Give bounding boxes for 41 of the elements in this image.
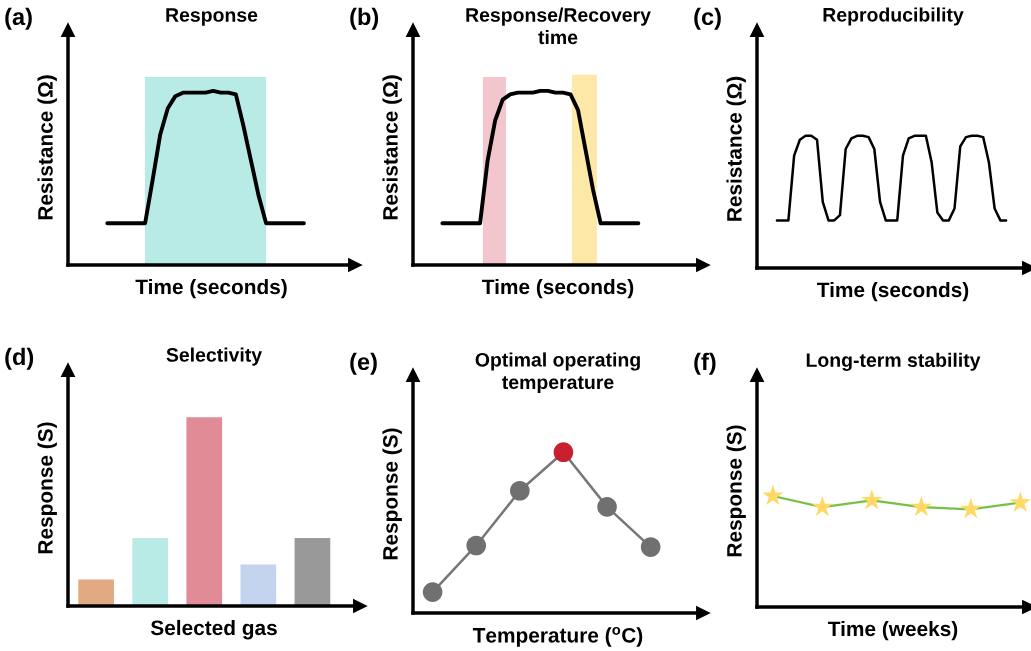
x-axis-title: Time (seconds) (135, 278, 287, 299)
bar (132, 538, 169, 606)
x-axis-title: Temperature ($^{o}$C) (472, 626, 643, 647)
chart-title: Optimal operating temperature (475, 352, 640, 393)
y-axis-title: Response (S) (37, 422, 57, 554)
point (640, 537, 661, 557)
bar (186, 417, 223, 606)
text: (d) (5, 347, 34, 370)
point (1009, 491, 1031, 512)
y-axis-title: Response (S) (382, 428, 402, 560)
chart-title: Reproducibility (823, 7, 964, 26)
text: (b) (350, 7, 379, 30)
point (466, 535, 487, 556)
point (510, 480, 530, 501)
chart-title: Selectivity (166, 347, 262, 366)
y-axis-title: Resistance (Ω) (37, 75, 57, 220)
chart-title: Long-term stability (806, 352, 981, 371)
point (811, 495, 833, 517)
text: (a) (5, 7, 32, 30)
x-axis-title: Time (seconds) (817, 281, 969, 302)
x-axis-title: Selected gas (150, 619, 277, 640)
x-axis-title: Time (seconds) (482, 278, 634, 299)
point (422, 582, 443, 602)
text: (e) (350, 352, 377, 375)
point (960, 498, 982, 519)
y-axis-title: Resistance (Ω) (726, 76, 746, 221)
bar (78, 579, 114, 606)
point (910, 495, 932, 517)
bar (294, 538, 331, 606)
text: (f) (694, 352, 716, 375)
y-axis-title: Resistance (Ω) (382, 75, 402, 220)
point (861, 489, 883, 510)
point (762, 484, 784, 506)
x-axis-title: Time (weeks) (828, 620, 958, 641)
y-axis-title: Response (S) (726, 425, 746, 557)
point (553, 442, 574, 463)
chart-title: Response (166, 8, 258, 26)
text: (c) (694, 7, 721, 30)
chart-title: Response/Recovery time (466, 7, 651, 45)
point (597, 497, 617, 517)
bar (240, 564, 277, 606)
